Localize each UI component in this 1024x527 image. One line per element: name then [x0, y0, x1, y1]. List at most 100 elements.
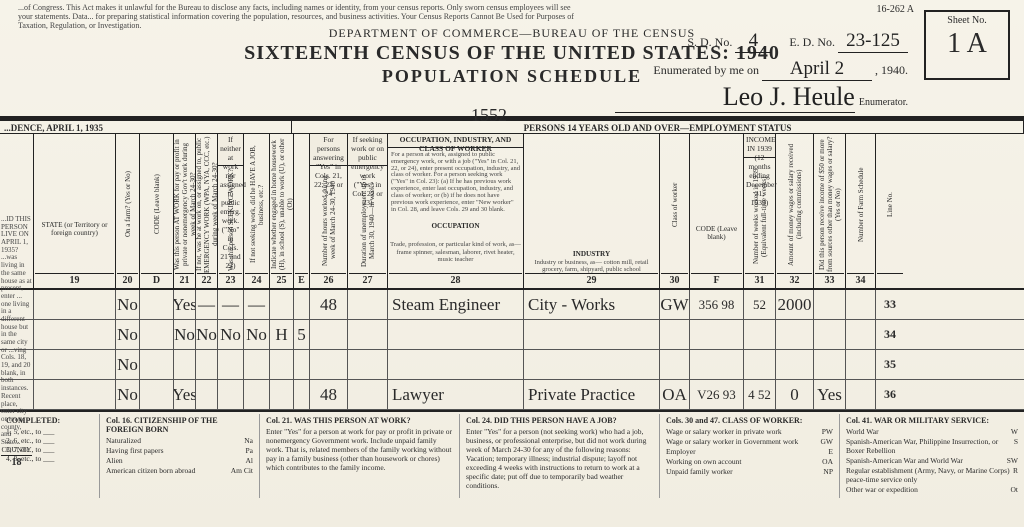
footer-legend: COMPLETED: 1, 5, etc., to ___2, 6, etc.,… [0, 410, 1024, 500]
cell [776, 350, 814, 379]
legend-line: AlienAl [106, 456, 253, 465]
cell [294, 350, 310, 379]
col-29: INDUSTRY Industry or business, as— cotto… [524, 134, 660, 288]
cell [294, 380, 310, 409]
table-row: NoYes———48Steam EngineerCity - WorksGW35… [0, 290, 1024, 320]
cell: 48 [310, 380, 348, 409]
cell [348, 290, 388, 319]
cell: 36 [876, 380, 904, 409]
cell: 0 [776, 380, 814, 409]
legend-line: American citizen born abroadAm Cit [106, 466, 253, 475]
cell [776, 320, 814, 349]
cell: 48 [310, 290, 348, 319]
cell [34, 350, 116, 379]
legend-line: Other war or expeditionOt [846, 485, 1018, 494]
enumerator-signature: Leo J. Heule [615, 82, 855, 113]
cell: No [244, 320, 270, 349]
col-32: Amount of money wages or salary received… [776, 134, 814, 288]
cell [34, 380, 116, 409]
cell [846, 320, 876, 349]
table-row: NoNoNoNoNoH534 [0, 320, 1024, 350]
cell [348, 350, 388, 379]
cell [348, 320, 388, 349]
cell: 34 [876, 320, 904, 349]
cell: No [116, 290, 140, 319]
cell [196, 380, 218, 409]
cell: Steam Engineer [388, 290, 524, 319]
cell [218, 350, 244, 379]
cell [174, 350, 196, 379]
enumeration-date: Enumerated by me on April 2 , 1940. [653, 58, 908, 81]
col-lineno: Line No. [876, 134, 904, 288]
table-row: NoYes48LawyerPrivate PracticeOAV26 934 5… [0, 380, 1024, 410]
cell [388, 350, 524, 379]
footer-col1-head: Col. 16. CITIZENSHIP OF THE FOREIGN BORN [106, 416, 253, 434]
table-row: No35 [0, 350, 1024, 380]
col-25: Indicate whether engaged in home housewo… [270, 134, 294, 288]
cell [814, 350, 846, 379]
col-21: Was this person AT WORK for pay or profi… [174, 134, 196, 288]
legend-line: Regular establishment (Army, Navy, or Ma… [846, 466, 1018, 484]
footer-col5-head: Col. 41. WAR OR MILITARY SERVICE: [846, 416, 1018, 425]
cell [270, 290, 294, 319]
sheet-value: 1 A [926, 26, 1008, 60]
cell [744, 350, 776, 379]
cell [744, 320, 776, 349]
col-22: If not, was he at work on, or assigned t… [196, 134, 218, 288]
cell: Private Practice [524, 380, 660, 409]
cell: — [244, 290, 270, 319]
enum-label: Enumerated by me on [653, 63, 759, 77]
cell [244, 350, 270, 379]
sd-ed-line: S. D. No. 4 E. D. No. 23-125 [687, 30, 908, 53]
col-county: ...ID THIS PERSON LIVE ON APRIL 1, 1935?… [0, 134, 34, 288]
col-23: If neither at work nor assigned to publi… [218, 134, 244, 288]
cell [846, 350, 876, 379]
form-header: ...of Congress. This Act makes it unlawf… [0, 0, 1024, 118]
cell [34, 290, 116, 319]
cell [294, 290, 310, 319]
cell [660, 320, 690, 349]
col-E: E [294, 134, 310, 288]
fineprint: ...of Congress. This Act makes it unlawf… [18, 4, 578, 30]
cell: Lawyer [388, 380, 524, 409]
col-code20: CODE (Leave blank) D [140, 134, 174, 288]
cell: No [116, 320, 140, 349]
cell [846, 380, 876, 409]
legend-line: Spanish-American War and World WarSW [846, 456, 1018, 465]
cell: No [116, 350, 140, 379]
column-heads: ...ID THIS PERSON LIVE ON APRIL 1, 1935?… [0, 134, 1024, 290]
cell [140, 350, 174, 379]
cell [310, 320, 348, 349]
cell [660, 350, 690, 379]
cell [348, 380, 388, 409]
cell: OA [660, 380, 690, 409]
legend-line: Working on own accountOA [666, 457, 833, 466]
col-26: For persons answering "Yes" in Cols. 21,… [310, 134, 348, 288]
legend-line: Spanish-American War, Philippine Insurre… [846, 437, 1018, 455]
legend-line: Unpaid family workerNP [666, 467, 833, 476]
cell: H [270, 320, 294, 349]
cell [846, 290, 876, 319]
cell: — [196, 290, 218, 319]
cell: Yes [174, 290, 196, 319]
legend-line: Having first papersPa [106, 446, 253, 455]
enumerator-caption: Enumerator. [859, 97, 908, 108]
cell: V26 93 [690, 380, 744, 409]
legend-line: EmployerE [666, 447, 833, 456]
cell [270, 380, 294, 409]
cell [690, 320, 744, 349]
sheet-number-box: Sheet No. 1 A [924, 10, 1010, 80]
cell: No [196, 320, 218, 349]
ed-label: E. D. No. [789, 35, 835, 49]
cell: 52 [744, 290, 776, 319]
footer-col2-head: Col. 21. WAS THIS PERSON AT WORK? [266, 416, 453, 425]
col-28: OCCUPATION, INDUSTRY, AND CLASS OF WORKE… [388, 134, 524, 288]
sd-value: 4 [735, 30, 771, 53]
col-24: If not seeking work, did he HAVE A JOB, … [244, 134, 270, 288]
cell [270, 350, 294, 379]
cell: 356 98 [690, 290, 744, 319]
legend-line: World WarW [846, 427, 1018, 436]
col-state: STATE (or Territory or foreign country) … [34, 134, 116, 288]
cell [814, 320, 846, 349]
col-34: Number of Farm Schedule 34 [846, 134, 876, 288]
